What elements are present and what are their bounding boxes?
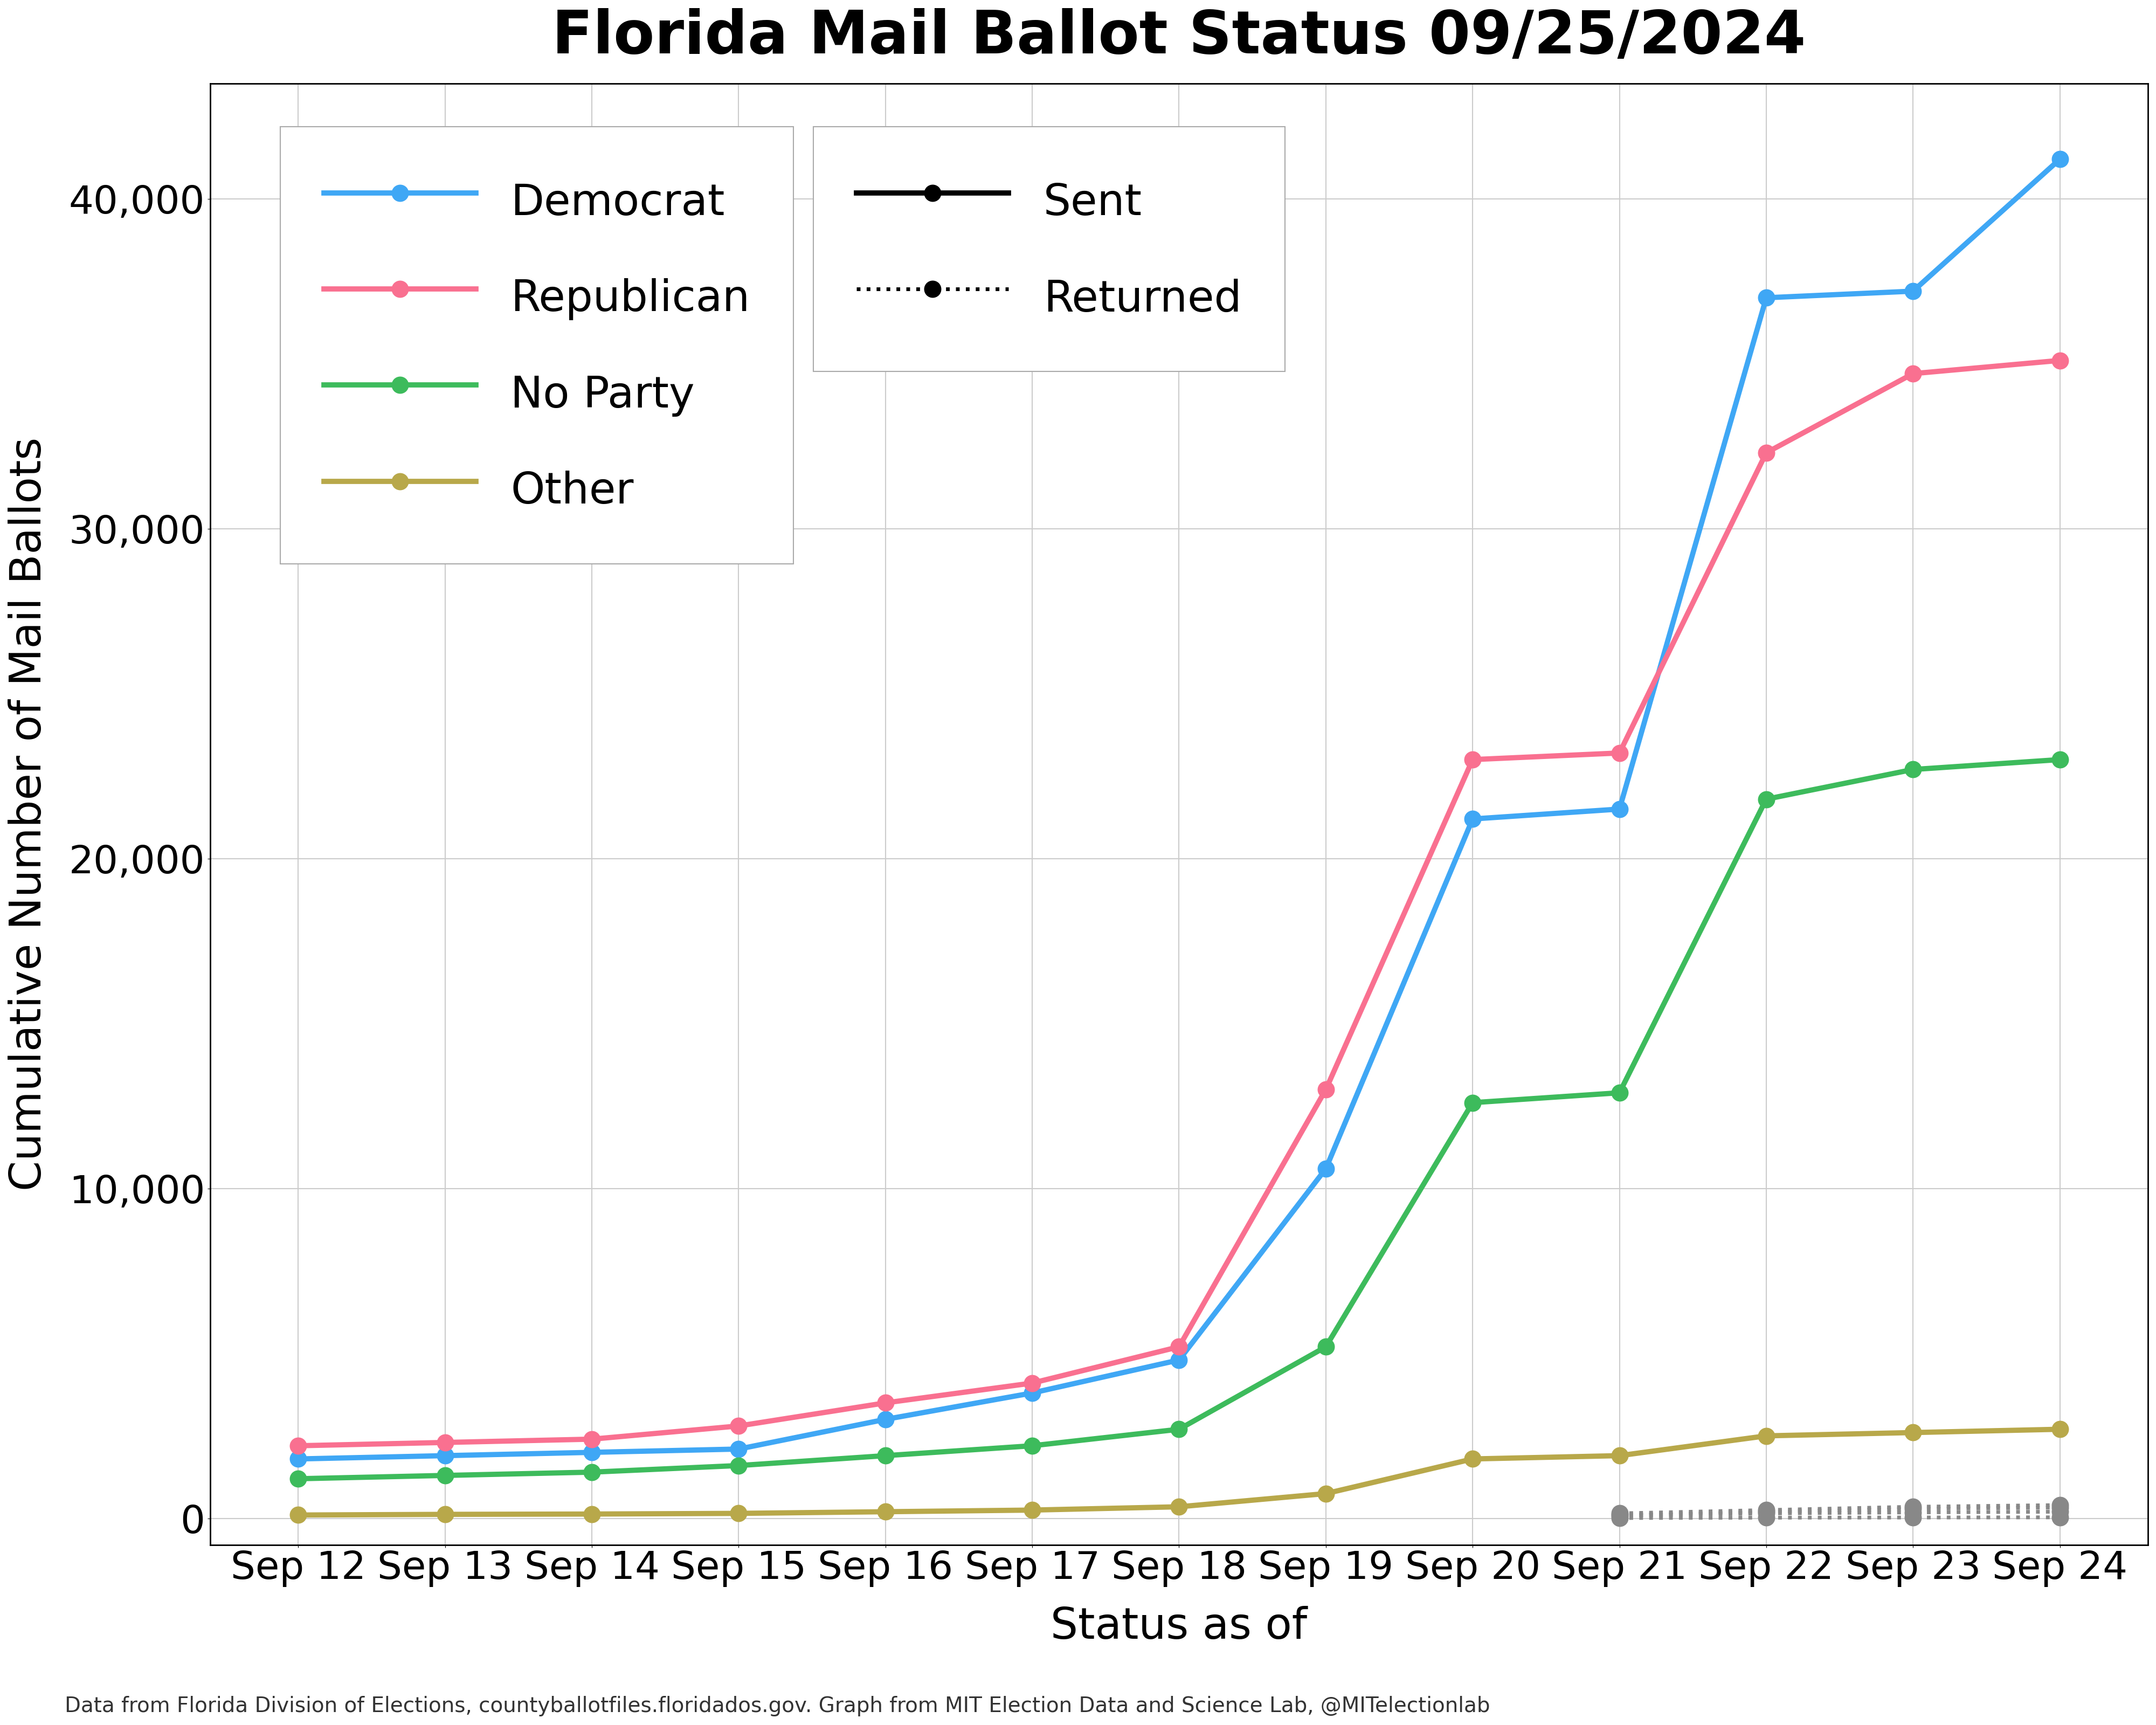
Text: Data from Florida Division of Elections, countyballotfiles.floridados.gov. Graph: Data from Florida Division of Elections,…: [65, 1696, 1490, 1716]
X-axis label: Status as of: Status as of: [1050, 1606, 1307, 1647]
Legend: Sent, Returned: Sent, Returned: [813, 128, 1285, 371]
Title: Florida Mail Ballot Status 09/25/2024: Florida Mail Ballot Status 09/25/2024: [552, 9, 1807, 66]
Y-axis label: Cumulative Number of Mail Ballots: Cumulative Number of Mail Ballots: [9, 436, 50, 1190]
